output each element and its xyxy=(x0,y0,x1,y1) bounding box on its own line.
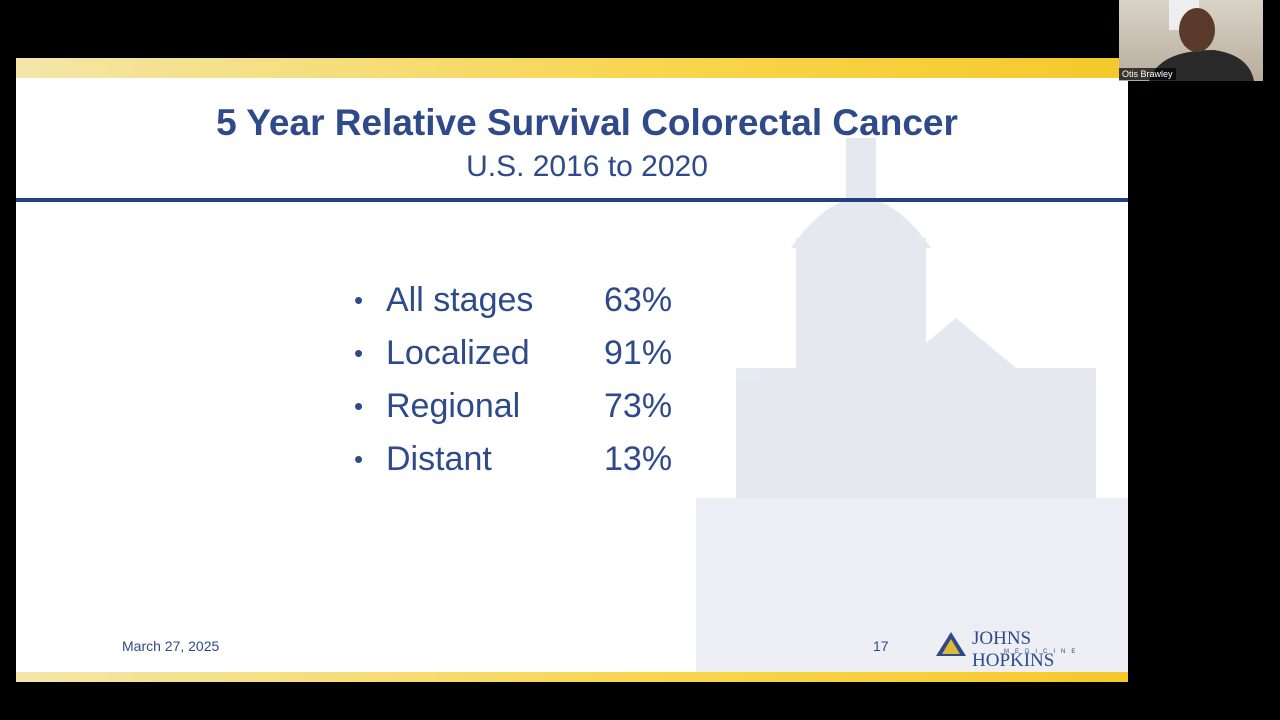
slide: 5 Year Relative Survival Colorectal Canc… xyxy=(16,58,1128,682)
logo-sub: MEDICINE xyxy=(1004,649,1082,655)
bullet-value: 73% xyxy=(604,387,673,425)
bullet: • xyxy=(354,338,364,368)
bullet: • xyxy=(354,444,364,474)
slide-subtitle: U.S. 2016 to 2020 xyxy=(466,150,708,183)
bullet-label: Distant xyxy=(386,440,492,478)
bullet: • xyxy=(354,285,364,315)
bullet-value: 13% xyxy=(604,440,673,478)
logo-name: JOHNS HOPKINS xyxy=(972,628,1055,671)
bullet-label: Localized xyxy=(386,334,530,372)
logo: JOHNS HOPKINS MEDICINE xyxy=(934,628,1104,671)
bullet: • xyxy=(354,391,364,421)
bullet-label: Regional xyxy=(386,387,521,425)
top-band xyxy=(16,58,1128,78)
background-building xyxy=(696,138,1128,682)
bottom-band xyxy=(16,672,1128,682)
title-rule xyxy=(16,198,1128,202)
bullet-value: 91% xyxy=(604,334,673,372)
logo-shield xyxy=(936,632,966,656)
bullet-value: 63% xyxy=(604,281,673,319)
slide-title: 5 Year Relative Survival Colorectal Canc… xyxy=(216,102,958,143)
participant-name: Otis Brawley xyxy=(1119,68,1176,80)
page-number: 17 xyxy=(873,638,889,654)
bullet-label: All stages xyxy=(386,281,534,319)
slide-date: March 27, 2025 xyxy=(122,638,220,654)
participant-video: Otis Brawley xyxy=(1119,0,1263,81)
